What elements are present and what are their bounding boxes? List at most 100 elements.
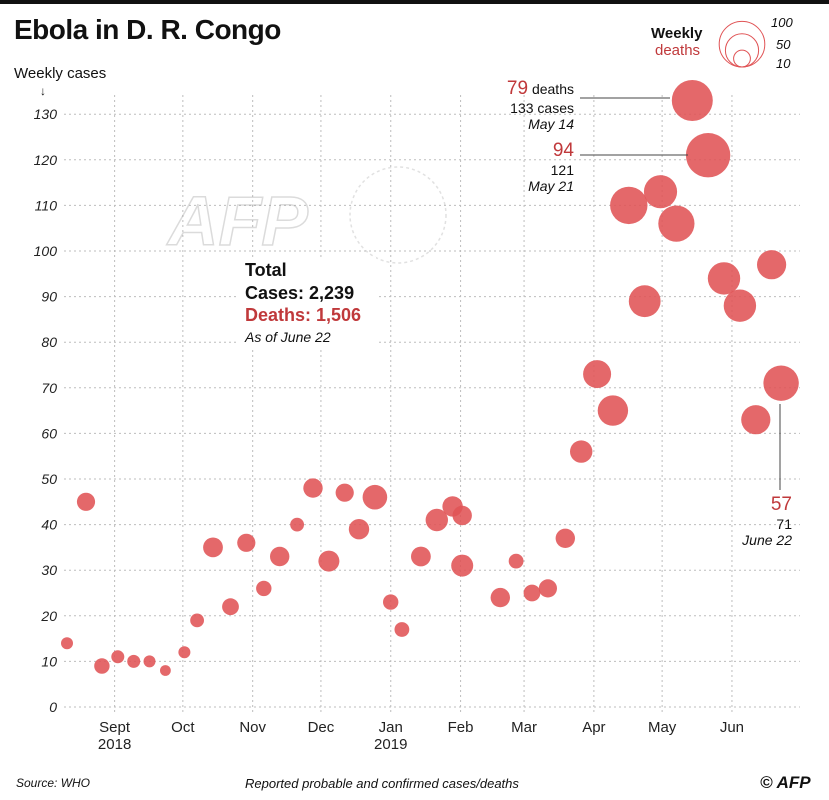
- annotation-june22: 57 71 June 22: [690, 494, 792, 548]
- annotation-june22-deaths: 57: [770, 494, 792, 515]
- y-tick-label: 80: [41, 334, 57, 350]
- y-tick-label: 120: [34, 152, 58, 168]
- y-tick-label: 100: [34, 243, 58, 259]
- afp-watermark: AFP: [165, 166, 447, 264]
- bubble-point: [763, 365, 799, 401]
- bubble-point: [723, 289, 757, 322]
- y-tick-label: 130: [34, 106, 58, 122]
- bubble-point: [671, 80, 713, 121]
- legend-circle: [733, 49, 751, 68]
- bubble-point: [555, 528, 575, 548]
- x-tick-label: Dec: [308, 719, 335, 736]
- bubble-point: [628, 285, 661, 318]
- bubble-point: [143, 655, 156, 668]
- x-tick-year-label: 2018: [98, 736, 131, 753]
- bubble-point: [490, 587, 510, 608]
- bubble-point: [127, 654, 141, 668]
- annotation-may21: 94 121 May 21: [470, 140, 574, 194]
- bubble-point: [203, 537, 223, 558]
- y-tick-labels: 0 10 20 30 40 50 60 70 80 90 100 110 120 130: [34, 106, 58, 715]
- bubble-point: [508, 553, 524, 569]
- annotation-may14-deaths: 79: [506, 78, 529, 99]
- bubble-point: [94, 658, 110, 674]
- legend-size-50: 50: [776, 37, 791, 52]
- bubble-point: [610, 186, 648, 225]
- x-tick-label: Mar: [511, 719, 537, 736]
- y-tick-label: 90: [41, 289, 57, 305]
- bubble-point: [290, 517, 304, 532]
- svg-text:AFP: AFP: [166, 182, 308, 260]
- totals-asof: As of June 22: [245, 329, 331, 345]
- annotation-may14: 79 deaths 133 cases May 14: [470, 78, 574, 132]
- y-tick-label: 60: [41, 425, 57, 441]
- bubble-point: [335, 483, 354, 502]
- bubble-point: [383, 594, 399, 610]
- bubble-point: [707, 262, 741, 295]
- x-tick-label: Oct: [171, 719, 195, 736]
- bubble-point: [190, 613, 205, 628]
- bubble-point: [111, 650, 125, 664]
- source-note: Source: WHO: [16, 776, 91, 790]
- top-rule: [0, 0, 829, 4]
- x-tick-label: Jan: [379, 719, 403, 736]
- afp-logo: © AFP: [760, 773, 811, 792]
- bubble-point: [222, 598, 239, 616]
- bubble-point: [523, 584, 541, 602]
- x-tick-label: Nov: [239, 719, 266, 736]
- bubble-point: [237, 533, 256, 552]
- y-axis-arrow-icon: ↓: [40, 84, 46, 98]
- y-tick-label: 0: [49, 699, 57, 715]
- bubble-point: [178, 646, 191, 659]
- annotation-may21-deaths: 94: [552, 140, 574, 161]
- y-tick-label: 40: [41, 517, 57, 533]
- legend-title-deaths: deaths: [655, 42, 701, 59]
- y-tick-label: 20: [40, 608, 57, 624]
- footer-note: Reported probable and confirmed cases/de…: [245, 776, 519, 791]
- bubble-point: [757, 250, 787, 280]
- legend-circles: [718, 20, 766, 68]
- x-tick-label: Apr: [582, 719, 605, 736]
- bubble-point: [597, 395, 629, 426]
- bubble-point: [160, 665, 171, 676]
- annotation-may14-deaths-suffix: deaths: [528, 81, 574, 97]
- annotation-may14-date: May 14: [528, 116, 574, 132]
- bubble-point: [538, 579, 558, 598]
- bubble-point: [583, 360, 612, 389]
- legend-size-10: 10: [776, 56, 791, 71]
- bubble-point: [318, 550, 340, 572]
- y-tick-label: 70: [41, 380, 57, 396]
- y-axis-label: Weekly cases: [14, 65, 107, 82]
- y-tick-label: 50: [41, 471, 57, 487]
- annotation-leaders: [580, 97, 781, 490]
- bubble-point: [61, 637, 73, 650]
- bubble-point: [303, 478, 323, 498]
- y-tick-label: 30: [41, 562, 57, 578]
- x-tick-year-label: 2019: [374, 736, 407, 753]
- legend-size-100: 100: [771, 15, 793, 30]
- totals-deaths: Deaths: 1,506: [245, 305, 362, 325]
- bubble-point: [76, 492, 96, 511]
- bubble-point: [741, 405, 771, 435]
- x-tick-label: Jun: [720, 719, 744, 736]
- legend-title-weekly: Weekly: [651, 25, 703, 42]
- legend-circle: [718, 20, 766, 68]
- annotation-june22-cases: 71: [776, 516, 792, 532]
- bubble-point: [643, 175, 678, 209]
- annotation-june22-date: June 22: [742, 532, 792, 548]
- totals-box: [236, 257, 376, 347]
- totals-heading: Total: [245, 260, 287, 280]
- annotation-may21-date: May 21: [528, 178, 574, 194]
- bubble-point: [348, 519, 370, 540]
- x-tick-label: May: [648, 719, 677, 736]
- bubble-point: [270, 546, 290, 567]
- y-tick-label: 110: [35, 197, 58, 213]
- bubble-point: [256, 580, 272, 597]
- bubble-point: [451, 554, 474, 577]
- bubble-point: [394, 622, 410, 637]
- bubble-point: [411, 546, 431, 567]
- x-tick-label: Feb: [448, 719, 474, 736]
- bubble-point: [452, 505, 472, 526]
- bubble-point: [362, 484, 388, 510]
